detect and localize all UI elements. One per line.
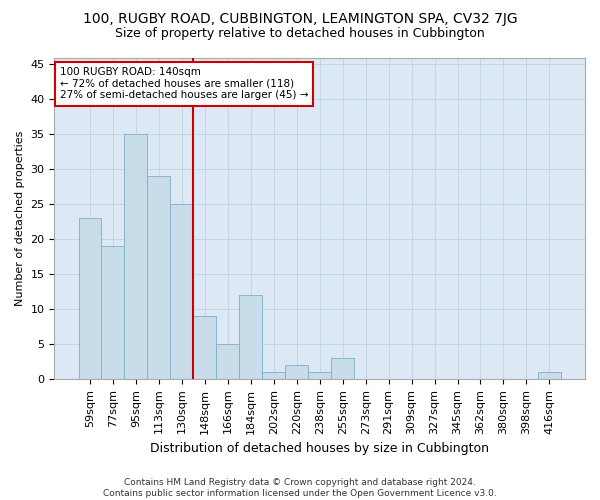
Bar	[239, 295, 262, 379]
Bar	[217, 344, 239, 379]
Bar	[538, 372, 561, 379]
Bar	[285, 365, 308, 379]
Text: Contains HM Land Registry data © Crown copyright and database right 2024.
Contai: Contains HM Land Registry data © Crown c…	[103, 478, 497, 498]
Bar	[148, 176, 170, 379]
X-axis label: Distribution of detached houses by size in Cubbington: Distribution of detached houses by size …	[150, 442, 489, 455]
Bar	[170, 204, 193, 379]
Bar	[331, 358, 354, 379]
Text: 100 RUGBY ROAD: 140sqm
← 72% of detached houses are smaller (118)
27% of semi-de: 100 RUGBY ROAD: 140sqm ← 72% of detached…	[60, 67, 308, 100]
Bar	[193, 316, 217, 379]
Bar	[124, 134, 148, 379]
Text: 100, RUGBY ROAD, CUBBINGTON, LEAMINGTON SPA, CV32 7JG: 100, RUGBY ROAD, CUBBINGTON, LEAMINGTON …	[83, 12, 517, 26]
Text: Size of property relative to detached houses in Cubbington: Size of property relative to detached ho…	[115, 28, 485, 40]
Bar	[262, 372, 285, 379]
Bar	[79, 218, 101, 379]
Y-axis label: Number of detached properties: Number of detached properties	[15, 130, 25, 306]
Bar	[101, 246, 124, 379]
Bar	[308, 372, 331, 379]
